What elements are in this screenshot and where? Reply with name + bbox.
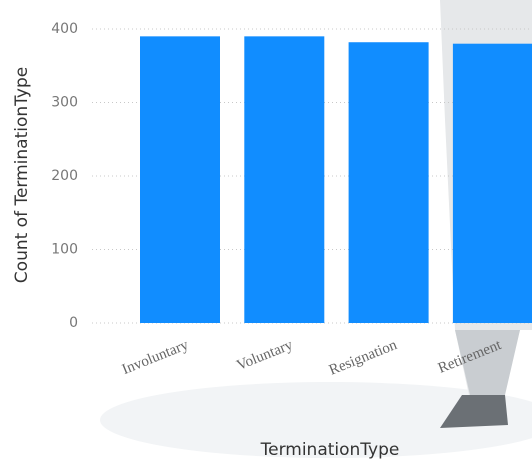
y-axis-title: Count of TerminationType	[12, 67, 32, 283]
y-tick-label: 200	[51, 168, 78, 184]
bar	[140, 36, 220, 323]
x-tick-label: Resignation	[327, 337, 400, 379]
y-tick-label: 400	[51, 21, 78, 37]
y-tick-label: 100	[51, 242, 78, 258]
x-tick-label: Voluntary	[234, 337, 295, 374]
bar	[348, 42, 429, 323]
x-axis-title: TerminationType	[260, 440, 400, 460]
x-tick-label: Involuntary	[120, 337, 191, 378]
y-tick-label: 300	[51, 95, 78, 111]
bar	[244, 36, 325, 323]
bar	[452, 43, 532, 323]
y-tick-label: 0	[69, 315, 78, 331]
